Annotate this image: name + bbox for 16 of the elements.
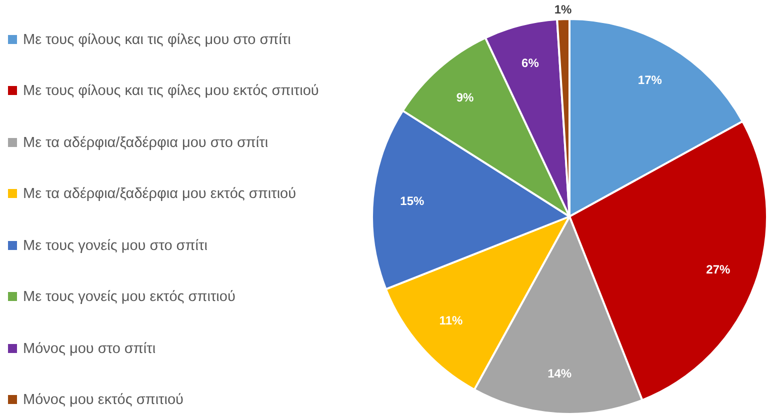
data-label: 1%	[554, 2, 572, 16]
data-label: 6%	[522, 56, 540, 70]
data-label: 17%	[638, 72, 662, 87]
data-label: 14%	[548, 366, 572, 380]
legend-label: Μόνος μου εκτός σπιτιού	[23, 390, 184, 410]
data-label: 11%	[439, 313, 463, 328]
legend-label: Με τα αδέρφια/ξαδέρφια μου εκτός σπιτιού	[23, 185, 296, 204]
legend-label: Με τους γονείς μου στο σπίτι	[23, 236, 208, 256]
data-label: 15%	[400, 194, 425, 208]
data-label: 27%	[706, 262, 730, 276]
legend-label: Με τους φίλους και τις φίλες μου στο σπίτι	[23, 31, 291, 50]
legend-label: Με τους φίλους και τις φίλες μου εκτός σπιτιού	[23, 82, 319, 102]
legend-label: Με τους γονείς μου εκτός σπιτιού	[23, 288, 236, 308]
legend-label: Με τα αδέρφια/ξαδέρφια μου στο σπίτι	[23, 134, 268, 153]
legend-label: Μόνος μου στο σπίτι	[23, 340, 156, 359]
data-label: 9%	[456, 90, 474, 104]
